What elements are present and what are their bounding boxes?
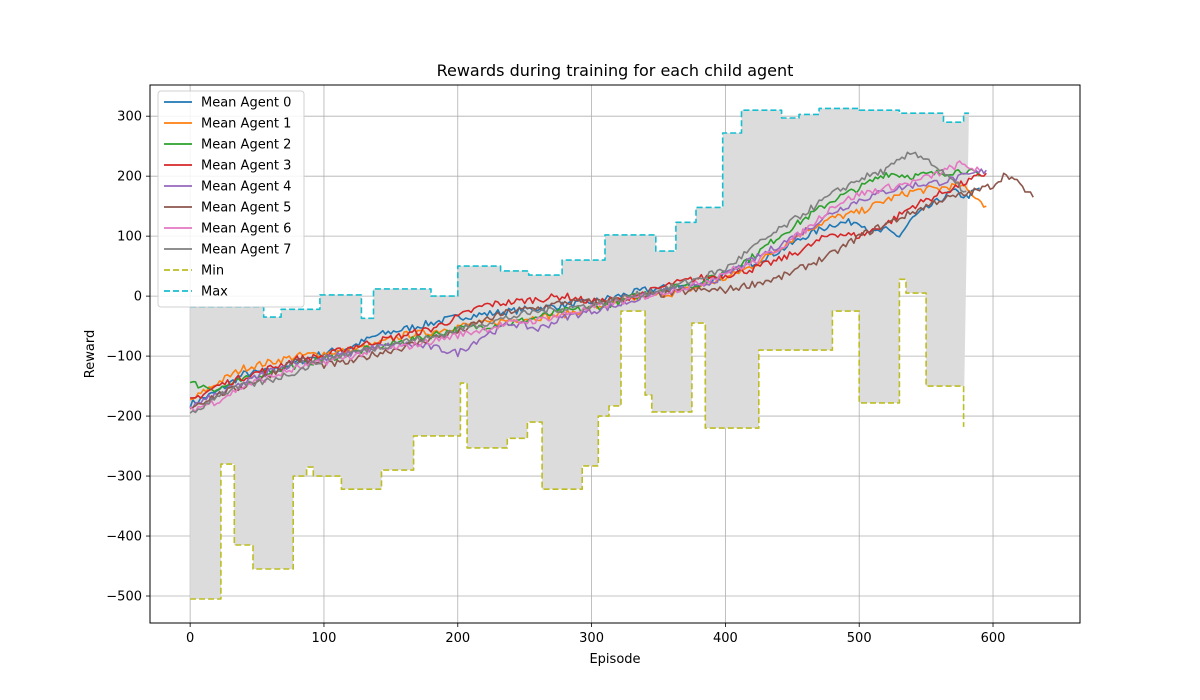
y-tick-label: 200: [117, 170, 142, 185]
y-axis-ticks: −500 −400 −300 −200 −100 0 100 200 300: [106, 110, 150, 605]
legend: Mean Agent 0 Mean Agent 1 Mean Agent 2 Mean…: [157, 90, 305, 308]
series-line-mean-agent-7: [189, 151, 967, 414]
x-tick-label: 200: [445, 631, 470, 646]
y-axis-label: Reward: [83, 330, 98, 378]
min-max-band: [190, 108, 969, 600]
series-line-min: [190, 278, 965, 600]
plot-frame: [149, 84, 1081, 624]
legend-label-mean-agent-4: Mean Agent 4: [201, 180, 291, 195]
x-tick-label: 400: [713, 631, 738, 646]
y-tick-label: −500: [106, 590, 142, 605]
x-axis-ticks: 0 100 200 300 400 500 600: [186, 623, 1005, 646]
legend-label-mean-agent-1: Mean Agent 1: [201, 117, 291, 132]
x-axis-label: Episode: [589, 652, 640, 667]
series-lines: [189, 107, 1034, 600]
legend-label-mean-agent-0: Mean Agent 0: [201, 96, 291, 111]
legend-frame: [157, 90, 305, 308]
y-tick-label: 300: [117, 110, 142, 125]
y-tick-label: 0: [134, 290, 142, 305]
min-max-fill: [190, 108, 969, 600]
y-tick-label: −100: [106, 350, 142, 365]
legend-label-mean-agent-6: Mean Agent 6: [201, 222, 291, 237]
x-tick-label: 600: [981, 631, 1006, 646]
y-tick-label: 100: [117, 230, 142, 245]
series-line-mean-agent-1: [189, 181, 987, 401]
legend-label-mean-agent-2: Mean Agent 2: [201, 138, 291, 153]
legend-label-mean-agent-7: Mean Agent 7: [201, 243, 291, 258]
legend-label-min: Min: [201, 264, 224, 279]
y-tick-label: −300: [106, 470, 142, 485]
x-tick-label: 300: [579, 631, 604, 646]
legend-label-mean-agent-5: Mean Agent 5: [201, 201, 291, 216]
legend-label-max: Max: [201, 285, 228, 300]
x-tick-label: 100: [312, 631, 337, 646]
x-tick-label: 500: [847, 631, 872, 646]
y-tick-label: −200: [106, 410, 142, 425]
x-tick-label: 0: [186, 631, 194, 646]
chart-title: Rewards during training for each child a…: [437, 61, 794, 80]
y-tick-label: −400: [106, 530, 142, 545]
legend-label-mean-agent-3: Mean Agent 3: [201, 159, 291, 174]
plot-area: [149, 84, 1081, 624]
